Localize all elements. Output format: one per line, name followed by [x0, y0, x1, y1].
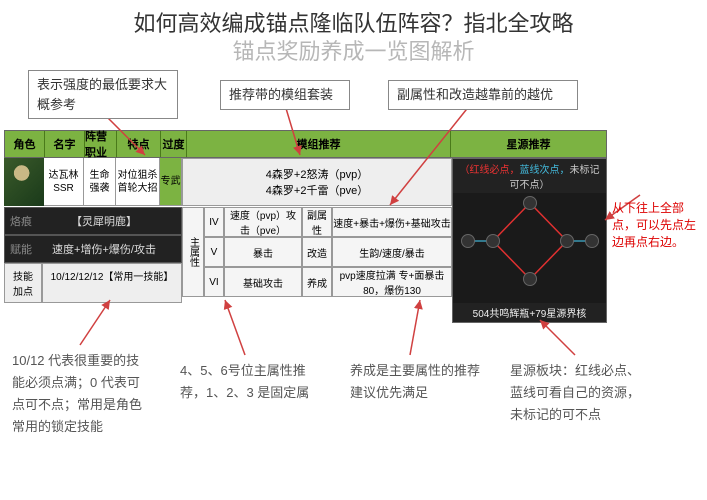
- grow-label: 养成: [302, 267, 332, 297]
- burn-label: 烙痕: [10, 213, 32, 229]
- attribute-grid: 主属性 IV 速度（pvp）攻击（pve） 副属性 速度+暴击+爆伤+基础攻击 …: [182, 207, 452, 297]
- skill-row: 技能加点 10/12/12/12【常用一技能】: [4, 263, 182, 303]
- col-name: 名字: [45, 131, 85, 157]
- character-block: 达瓦林 SSR 生命 强袭 对位狙杀 首轮大招 专武: [4, 158, 182, 206]
- callout-module: 推荐带的模组套装: [220, 80, 350, 110]
- guide-table: 角色 名字 阵营职业 特点 过度 模组推荐 星源推荐: [4, 130, 607, 158]
- slot-6: VI: [204, 267, 224, 297]
- skill-value: 10/12/12/12【常用一技能】: [42, 263, 182, 303]
- col-trans: 过度: [161, 131, 187, 157]
- reform-label: 改造: [302, 237, 332, 267]
- table-header: 角色 名字 阵营职业 特点 过度 模组推荐 星源推荐: [5, 131, 606, 157]
- character-avatar: [4, 158, 44, 206]
- char-feat: 对位狙杀 首轮大招: [116, 158, 160, 206]
- char-name: 达瓦林 SSR: [44, 158, 84, 206]
- char-job: 生命 强袭: [84, 158, 116, 206]
- col-module: 模组推荐: [187, 131, 451, 157]
- note-grow: 养成是主要属性的推荐建议优先满足: [350, 360, 480, 404]
- slot-5-sub: 生韵/速度/暴击: [332, 237, 452, 267]
- callout-subattr: 副属性和改造越靠前的越优: [388, 80, 578, 110]
- char-trans: 专武: [160, 158, 182, 206]
- sub-attr-label: 副属性: [302, 207, 332, 237]
- constellation-icon: [453, 191, 606, 301]
- slot-5-main: 暴击: [224, 237, 302, 267]
- star-cost: 504共鸣辉瓶+79星源界核: [453, 303, 606, 322]
- slot-4-sub: 速度+暴击+爆伤+基础攻击: [332, 207, 452, 237]
- subtitle: 锚点奖励养成一览图解析: [0, 34, 707, 66]
- star-source-block: （红线必点，蓝线次点，未标记可不点） 504共鸣辉瓶+79星源界核: [452, 158, 607, 323]
- slot-5: V: [204, 237, 224, 267]
- callout-intensity: 表示强度的最低要求大概参考: [28, 70, 178, 119]
- slot-6-main: 基础攻击: [224, 267, 302, 297]
- passive-row: 烙痕 【灵犀明鹿】: [4, 207, 182, 235]
- col-star: 星源推荐: [451, 131, 606, 157]
- note-star: 星源板块：红线必点、蓝线可看自己的资源，未标记的可不点: [510, 360, 650, 426]
- red-note-star: 从下往上全部点，可以先点左边再点右边。: [612, 200, 702, 250]
- col-avatar: 角色: [5, 131, 45, 157]
- slot-4: IV: [204, 207, 224, 237]
- skill-label: 技能加点: [4, 263, 42, 303]
- talent-row: 赋能 速度+增伤+爆伤/攻击: [4, 235, 182, 263]
- slot-6-sub: pvp速度拉满 专+面暴击80，爆伤130: [332, 267, 452, 297]
- col-job: 阵营职业: [85, 131, 117, 157]
- module-rec: 4森罗+2怒涛（pvp） 4森罗+2千雷（pve）: [182, 158, 452, 206]
- star-sub: （红线必点，蓝线次点，未标记可不点）: [453, 159, 606, 193]
- talent-label: 赋能: [10, 241, 32, 257]
- note-mainattr: 4、5、6号位主属性推荐，1、2、3 是固定属: [180, 360, 320, 404]
- slot-4-main: 速度（pvp）攻击（pve）: [224, 207, 302, 237]
- col-feat: 特点: [117, 131, 161, 157]
- note-skill: 10/12 代表很重要的技能必须点满；0 代表可点可不点；常用是角色常用的锁定技…: [12, 350, 152, 438]
